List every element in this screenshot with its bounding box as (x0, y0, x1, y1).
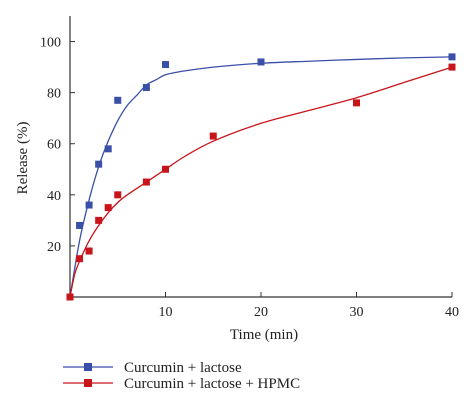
data-point-curcumin-lactose-hpmc (66, 293, 74, 301)
y-tick-label: 40 (47, 189, 61, 204)
fit-curves (69, 56, 453, 298)
data-point-curcumin-lactose (257, 58, 265, 66)
data-point-curcumin-lactose (162, 61, 169, 69)
x-tick-label: 10 (159, 305, 173, 320)
data-point-curcumin-lactose-hpmc (114, 191, 122, 199)
legend-label-curcumin-lactose-hpmc: Curcumin + lactose + HPMC (124, 376, 300, 392)
data-point-curcumin-lactose-hpmc (209, 132, 217, 140)
data-point-curcumin-lactose (76, 221, 84, 229)
data-point-curcumin-lactose (104, 145, 112, 153)
legend: Curcumin + lactose Curcumin + lactose + … (63, 360, 300, 392)
data-point-curcumin-lactose-hpmc (162, 165, 169, 173)
data-point-curcumin-lactose-hpmc (85, 247, 93, 255)
data-point-curcumin-lactose (448, 53, 456, 61)
data-point-curcumin-lactose-hpmc (448, 63, 456, 71)
data-point-curcumin-lactose-hpmc (353, 99, 360, 107)
data-point-curcumin-lactose-hpmc (76, 255, 84, 263)
x-axis-title: Time (min) (230, 327, 298, 343)
y-tick-label: 60 (47, 138, 61, 153)
x-tick-label: 20 (254, 305, 268, 320)
data-point-curcumin-lactose-hpmc (95, 216, 103, 224)
legend-item-curcumin-lactose-hpmc: Curcumin + lactose + HPMC (63, 376, 300, 392)
data-point-curcumin-lactose-hpmc (142, 178, 150, 186)
data-points (66, 53, 456, 301)
y-tick-label: 100 (40, 36, 61, 51)
y-axis-title: Release (%) (15, 122, 31, 195)
data-point-curcumin-lactose (85, 201, 93, 209)
x-tick-label: 40 (445, 305, 459, 320)
data-point-curcumin-lactose (95, 160, 103, 168)
ticks: 20 40 60 80 100 10 20 30 40 (40, 36, 459, 320)
fit-curve-curcumin-lactose-hpmc (69, 66, 453, 298)
data-point-curcumin-lactose-hpmc (104, 204, 112, 212)
y-tick-label: 80 (47, 87, 61, 102)
legend-label-curcumin-lactose: Curcumin + lactose (124, 360, 242, 376)
legend-marker-curcumin-lactose-hpmc (84, 379, 92, 387)
data-point-curcumin-lactose (114, 96, 122, 104)
legend-marker-curcumin-lactose (84, 363, 92, 371)
fit-curve-curcumin-lactose (69, 56, 453, 298)
legend-item-curcumin-lactose: Curcumin + lactose (63, 360, 242, 376)
data-point-curcumin-lactose (142, 84, 150, 92)
x-tick-label: 30 (350, 305, 364, 320)
y-tick-label: 20 (47, 240, 61, 255)
